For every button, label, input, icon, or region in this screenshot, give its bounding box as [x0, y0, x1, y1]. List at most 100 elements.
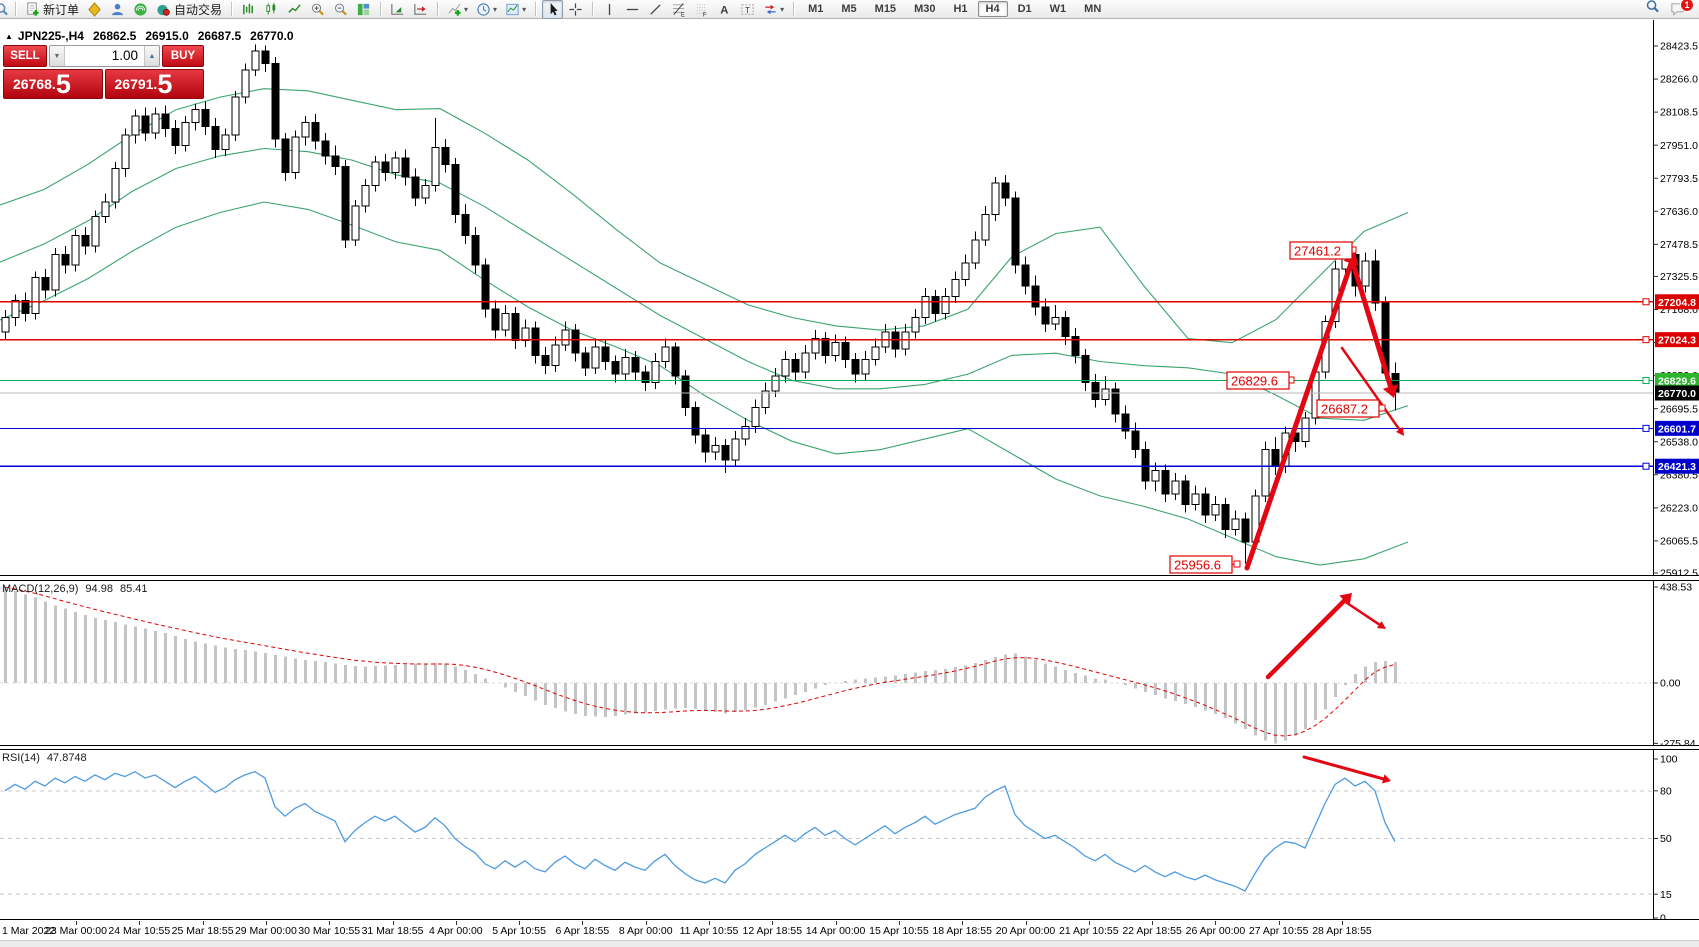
sell-price-pips: 5	[55, 69, 71, 99]
indicators-button[interactable]: ▾	[444, 0, 471, 19]
price-tick-label: 26223.0	[1660, 502, 1698, 514]
chart-candles-button[interactable]	[261, 0, 282, 19]
vertical-line-button[interactable]	[599, 0, 620, 19]
market-watch-button[interactable]	[84, 0, 105, 19]
template-button[interactable]: ▾	[502, 0, 529, 19]
chart-symbol-header: ▲ JPN225-,H4 26862.5 26915.0 26687.5 267…	[5, 29, 294, 43]
chevron-down-icon: ▾	[522, 4, 527, 14]
chart-annotations: 27461.2 26829.6 26687.2 25956.6	[1169, 241, 1404, 574]
vertical-line-icon	[602, 2, 617, 17]
time-axis-label: 21 Apr 10:55	[1059, 925, 1119, 937]
market-depth-button[interactable]	[107, 0, 128, 19]
sell-price-display[interactable]: 26768. 5	[3, 69, 103, 99]
time-axis-tick	[76, 921, 77, 925]
rsi-axis-label: 100	[1660, 754, 1678, 766]
chevron-down-icon: ▾	[464, 4, 469, 14]
buy-button[interactable]: BUY	[162, 45, 204, 67]
timeframe-h4[interactable]: H4	[977, 1, 1008, 17]
timeframe-h1[interactable]: H1	[953, 3, 968, 15]
time-axis-tick	[1215, 921, 1217, 925]
sell-button[interactable]: SELL	[3, 45, 47, 67]
chart-line-button[interactable]	[284, 0, 305, 19]
new-order-button[interactable]: 新订单	[22, 0, 82, 19]
bollinger-middle-band	[0, 147, 1409, 421]
price-tick-label: 25912.5	[1660, 568, 1698, 576]
horizontal-line-button[interactable]	[622, 0, 643, 19]
auto-trading-button[interactable]: 自动交易	[153, 0, 225, 19]
trend-line-button[interactable]	[645, 0, 666, 19]
grid-icon: F	[694, 2, 709, 18]
ohlc-close: 26770.0	[250, 29, 294, 43]
crosshair-button[interactable]	[565, 0, 586, 19]
notifications-button[interactable]: 1	[1670, 0, 1694, 17]
timeframe-w1[interactable]: W1	[1049, 3, 1067, 15]
main-price-chart[interactable]: 28423.5 28266.0 28108.5 27951.0 27793.5 27636…	[0, 20, 1699, 576]
macd-main-value: 94.98	[85, 583, 113, 595]
search-button[interactable]	[1645, 0, 1660, 19]
timeframe-m30[interactable]: M30	[914, 3, 936, 15]
macd-signal-value: 85.41	[119, 583, 148, 595]
time-axis-tick	[455, 921, 457, 925]
period-button[interactable]: ▾	[473, 0, 500, 19]
fibonacci-button[interactable]: E	[668, 0, 689, 19]
buy-price-display[interactable]: 26791. 5	[104, 69, 204, 99]
zoom-in-button[interactable]	[307, 0, 328, 19]
buy-price-pips: 5	[157, 69, 173, 99]
timeframe-mn[interactable]: MN	[1084, 3, 1102, 15]
template-icon	[505, 2, 520, 17]
tile-windows-button[interactable]	[353, 0, 374, 19]
rsi-axis-label: 0	[1660, 913, 1666, 920]
one-click-trading-panel: SELL ▼ 1.00 ▲ BUY 26768. 5 26791. 5	[3, 45, 204, 99]
ohlc-low: 26687.5	[197, 29, 242, 43]
auto-trading-icon	[156, 2, 171, 17]
grid-button[interactable]: F	[691, 0, 712, 19]
time-axis-label: 6 Apr 18:55	[555, 925, 610, 937]
text-label-icon: T	[740, 2, 755, 17]
time-axis[interactable]: 1 Mar 2022 23 Mar 00:00 24 Mar 10:55 25 Mar…	[0, 921, 1699, 940]
macd-signal-line	[4, 586, 1396, 737]
volume-decrease-button[interactable]: ▼	[50, 46, 65, 66]
cursor-button[interactable]	[542, 0, 564, 19]
rsi-indicator-pane[interactable]: 100 80 50 15 0	[0, 749, 1699, 920]
rsi-label: RSI(14) 47.8748	[2, 752, 87, 764]
macd-indicator-pane[interactable]: 438.53 0.00 -275.84	[0, 580, 1699, 746]
auto-scroll-button[interactable]	[387, 0, 408, 19]
chevron-down-icon: ▾	[780, 4, 785, 14]
zoom-in-icon	[310, 2, 325, 17]
arrows-button[interactable]: ▾	[760, 0, 787, 19]
rsi-axis-label: 15	[1660, 889, 1672, 901]
timeframe-m15[interactable]: M15	[874, 3, 897, 15]
signal-button[interactable]	[130, 0, 151, 19]
zoom-out-button[interactable]	[330, 0, 351, 19]
time-axis-tick	[835, 921, 837, 925]
volume-input[interactable]: 1.00	[111, 48, 138, 63]
text-label-button[interactable]: T	[737, 0, 758, 19]
price-annotation-label: 27461.2	[1294, 244, 1341, 259]
rsi-line	[4, 770, 1396, 892]
price-tick-label: 27325.5	[1660, 271, 1698, 283]
time-axis-tick	[962, 921, 964, 925]
chart-marker-icon: ▲	[5, 31, 13, 41]
price-tick-label: 28266.0	[1660, 74, 1698, 86]
toolbar-button-label: 新订单	[43, 2, 80, 17]
time-axis-label: 20 Apr 00:00	[995, 925, 1056, 937]
time-axis-tick	[1152, 921, 1154, 925]
timeframe-d1[interactable]: D1	[1017, 3, 1032, 15]
timeframe-m5[interactable]: M5	[841, 3, 857, 15]
chart-line-icon	[287, 2, 302, 17]
zoom-out-icon	[333, 2, 348, 17]
price-tick-label: 26065.5	[1660, 535, 1698, 547]
ohlc-high: 26915.0	[145, 29, 189, 43]
toolbar-button-label: 自动交易	[174, 2, 223, 17]
time-axis-tick	[265, 921, 267, 925]
time-axis-tick	[582, 921, 584, 925]
bollinger-lower-band	[0, 201, 1409, 566]
volume-increase-button[interactable]: ▲	[144, 46, 159, 66]
svg-text:T: T	[745, 5, 750, 14]
text-button[interactable]: A	[714, 0, 735, 19]
chart-bars-button[interactable]	[238, 0, 259, 19]
timeframe-m1[interactable]: M1	[808, 3, 824, 15]
chart-candles-icon	[264, 2, 279, 17]
chart-shift-button[interactable]	[410, 0, 431, 19]
